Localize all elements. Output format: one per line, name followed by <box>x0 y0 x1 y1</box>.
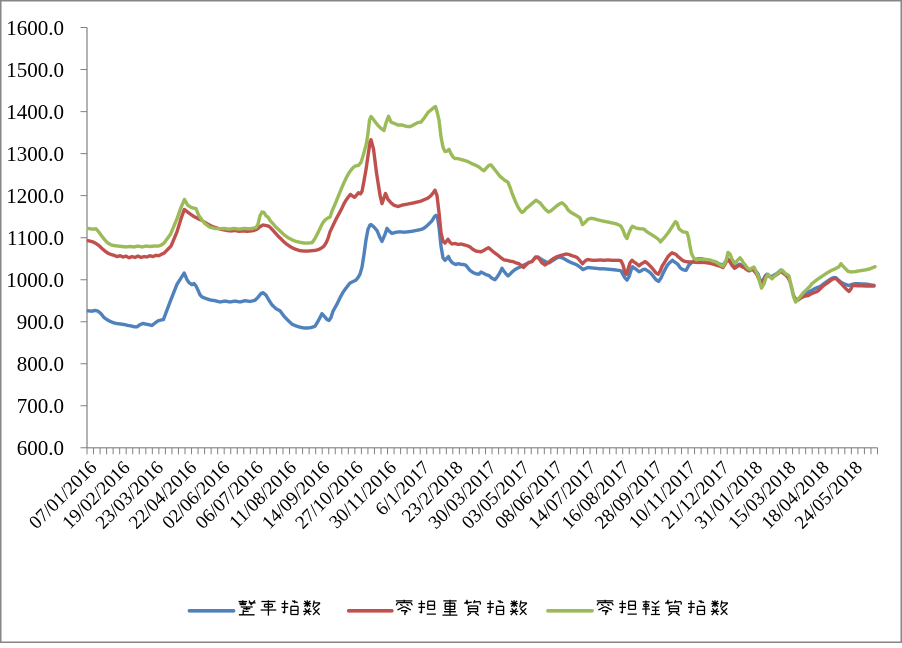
svg-text:1000.0: 1000.0 <box>6 268 64 292</box>
svg-text:600.0: 600.0 <box>17 436 64 460</box>
svg-text:1400.0: 1400.0 <box>6 100 64 124</box>
svg-text:1600.0: 1600.0 <box>6 16 64 40</box>
svg-text:1100.0: 1100.0 <box>7 226 64 250</box>
svg-text:800.0: 800.0 <box>17 352 64 376</box>
svg-text:1300.0: 1300.0 <box>6 142 64 166</box>
svg-text:1500.0: 1500.0 <box>6 58 64 82</box>
svg-text:700.0: 700.0 <box>17 394 64 418</box>
svg-text:1200.0: 1200.0 <box>6 184 64 208</box>
svg-text:900.0: 900.0 <box>17 310 64 334</box>
